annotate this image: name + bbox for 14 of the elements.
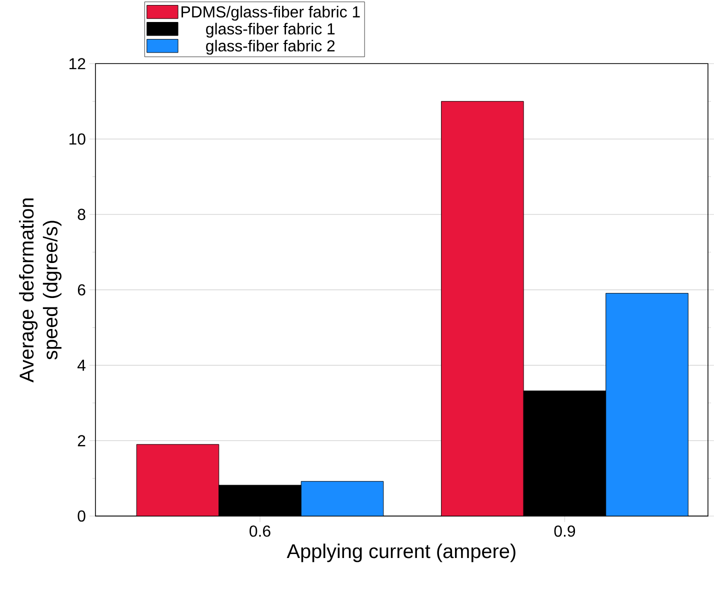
y-tick-label: 2 bbox=[78, 435, 86, 446]
x-tick-label: 0.6 bbox=[250, 526, 270, 537]
y-tick-label: 0 bbox=[78, 510, 86, 522]
x-tick-label: 0.9 bbox=[554, 526, 576, 537]
y-tick-label: 6 bbox=[78, 284, 86, 296]
y-axis-title: Average deformation speed (dgree/s) bbox=[19, 198, 62, 383]
legend-label: glass-fiber fabric 1 bbox=[206, 23, 335, 38]
y-tick-label: 12 bbox=[69, 58, 86, 70]
y-tick-label: 8 bbox=[78, 208, 86, 220]
legend-label: glass-fiber fabric 2 bbox=[206, 40, 335, 55]
y-tick-label: 4 bbox=[77, 360, 86, 371]
x-axis-title: Applying current (ampere) bbox=[286, 544, 516, 562]
legend-label: PDMS/glass-fiber fabric 1 bbox=[182, 6, 360, 21]
y-tick-label: 10 bbox=[69, 134, 86, 145]
